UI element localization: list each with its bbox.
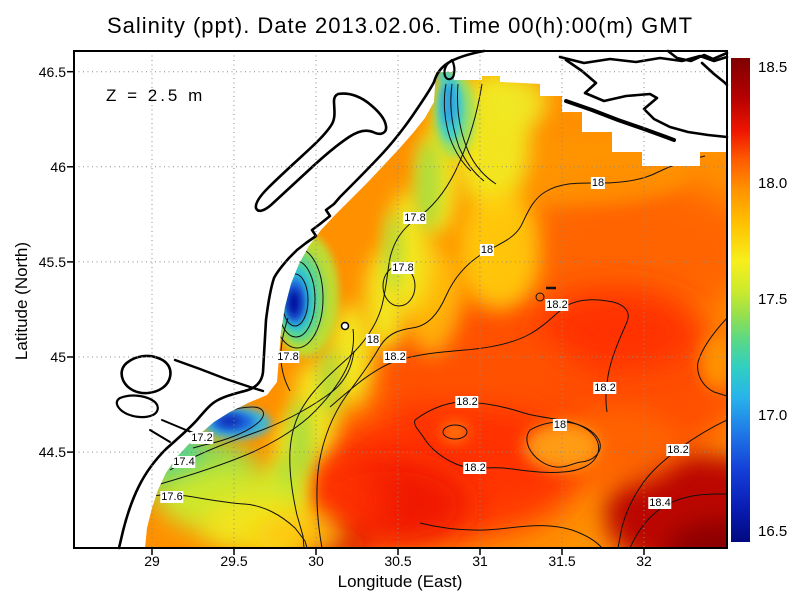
contour-line xyxy=(414,401,600,473)
contour-label: 18.2 xyxy=(666,444,690,456)
contour-label: 18.2 xyxy=(593,382,617,394)
contour-label: 17.8 xyxy=(403,212,427,224)
field-blob xyxy=(605,455,727,548)
field-blob xyxy=(416,140,440,230)
coastline-path xyxy=(173,358,265,393)
contour-line xyxy=(149,328,354,488)
coastline-path xyxy=(443,58,456,81)
y-tick-label: 46.5 xyxy=(38,63,66,80)
contour-line xyxy=(169,350,355,471)
contour-label: 18.2 xyxy=(455,396,479,408)
contour-label: 17.8 xyxy=(391,262,415,274)
station-marker xyxy=(340,321,350,331)
contour-label: 18 xyxy=(365,334,381,346)
contour-label: 18 xyxy=(479,244,495,256)
plot-title: Salinity (ppt). Date 2013.02.06. Time 00… xyxy=(106,13,694,38)
field-blob xyxy=(490,135,690,205)
contour-line xyxy=(419,522,603,548)
coastline-path xyxy=(564,58,729,139)
field-blob xyxy=(218,415,242,427)
x-tick-label: 30.5 xyxy=(384,553,412,569)
contour-label: 17.4 xyxy=(172,456,196,468)
coastline-path xyxy=(120,354,172,395)
contour-label: 17.2 xyxy=(190,432,214,444)
contour-line xyxy=(442,424,468,440)
field-blob xyxy=(287,289,301,317)
depth-annotation: Z = 2.5 m xyxy=(106,86,206,105)
contour-label: 18 xyxy=(590,177,606,189)
contour-label: 18.2 xyxy=(383,351,407,363)
field-blob xyxy=(540,290,700,370)
coastline-path xyxy=(666,49,729,63)
plot-frame xyxy=(73,50,728,549)
x-axis-label: Longitude (East) xyxy=(337,572,463,591)
contour-line xyxy=(443,83,472,172)
field-blob xyxy=(492,76,548,128)
contour-line xyxy=(457,83,497,185)
contour-line xyxy=(617,419,727,548)
field-blob xyxy=(441,81,457,125)
field-blob xyxy=(460,190,540,310)
x-tick-label: 31.5 xyxy=(548,553,576,569)
field-blob xyxy=(520,180,727,320)
coastline-path xyxy=(700,61,729,87)
x-tick-label: 32 xyxy=(636,553,652,569)
coastline-path xyxy=(149,429,171,443)
contour-line xyxy=(535,292,545,302)
grid xyxy=(74,51,727,548)
coastline-path xyxy=(254,92,388,213)
contour-label: 18.2 xyxy=(463,462,487,474)
field-blob xyxy=(667,520,727,548)
field-blob xyxy=(385,212,401,292)
x-tick-label: 29.5 xyxy=(220,553,248,569)
contour-label: 18.2 xyxy=(545,299,569,311)
colorbar-tick-label: 16.5 xyxy=(758,523,788,540)
contour-line xyxy=(450,83,485,182)
coastline-path xyxy=(115,394,159,419)
colorbar-tick-label: 17.5 xyxy=(758,291,788,308)
colorbar-tick-label: 18.0 xyxy=(758,175,788,192)
coastline xyxy=(115,49,729,550)
field-blob xyxy=(442,424,468,440)
contour-label: 17.8 xyxy=(276,351,300,363)
y-tick-label: 46 xyxy=(50,158,66,175)
colorbar-tick-label: 17.0 xyxy=(758,407,788,424)
coastline-path xyxy=(564,99,676,142)
coastline-path xyxy=(117,49,486,550)
y-tick-label: 44.5 xyxy=(38,444,66,461)
contour-line xyxy=(697,317,727,397)
field-blob xyxy=(560,408,680,488)
colorbar-tick-label: 18.5 xyxy=(758,59,788,76)
contour-label: 18 xyxy=(552,419,568,431)
field-blob xyxy=(700,334,727,390)
contour-label: 17.6 xyxy=(160,491,184,503)
y-tick-label: 45.5 xyxy=(38,253,66,270)
x-tick-label: 31 xyxy=(472,553,488,569)
coastline-path xyxy=(558,54,729,65)
colorbar xyxy=(731,58,750,542)
y-tick-label: 45 xyxy=(50,349,66,365)
contour-line xyxy=(289,83,483,548)
x-tick-label: 30 xyxy=(308,553,324,569)
x-tick-label: 29 xyxy=(144,553,160,569)
tick-marks xyxy=(67,70,645,555)
contour-label: 18.4 xyxy=(648,497,672,509)
salinity-field xyxy=(145,72,727,548)
field-blob xyxy=(320,347,340,417)
